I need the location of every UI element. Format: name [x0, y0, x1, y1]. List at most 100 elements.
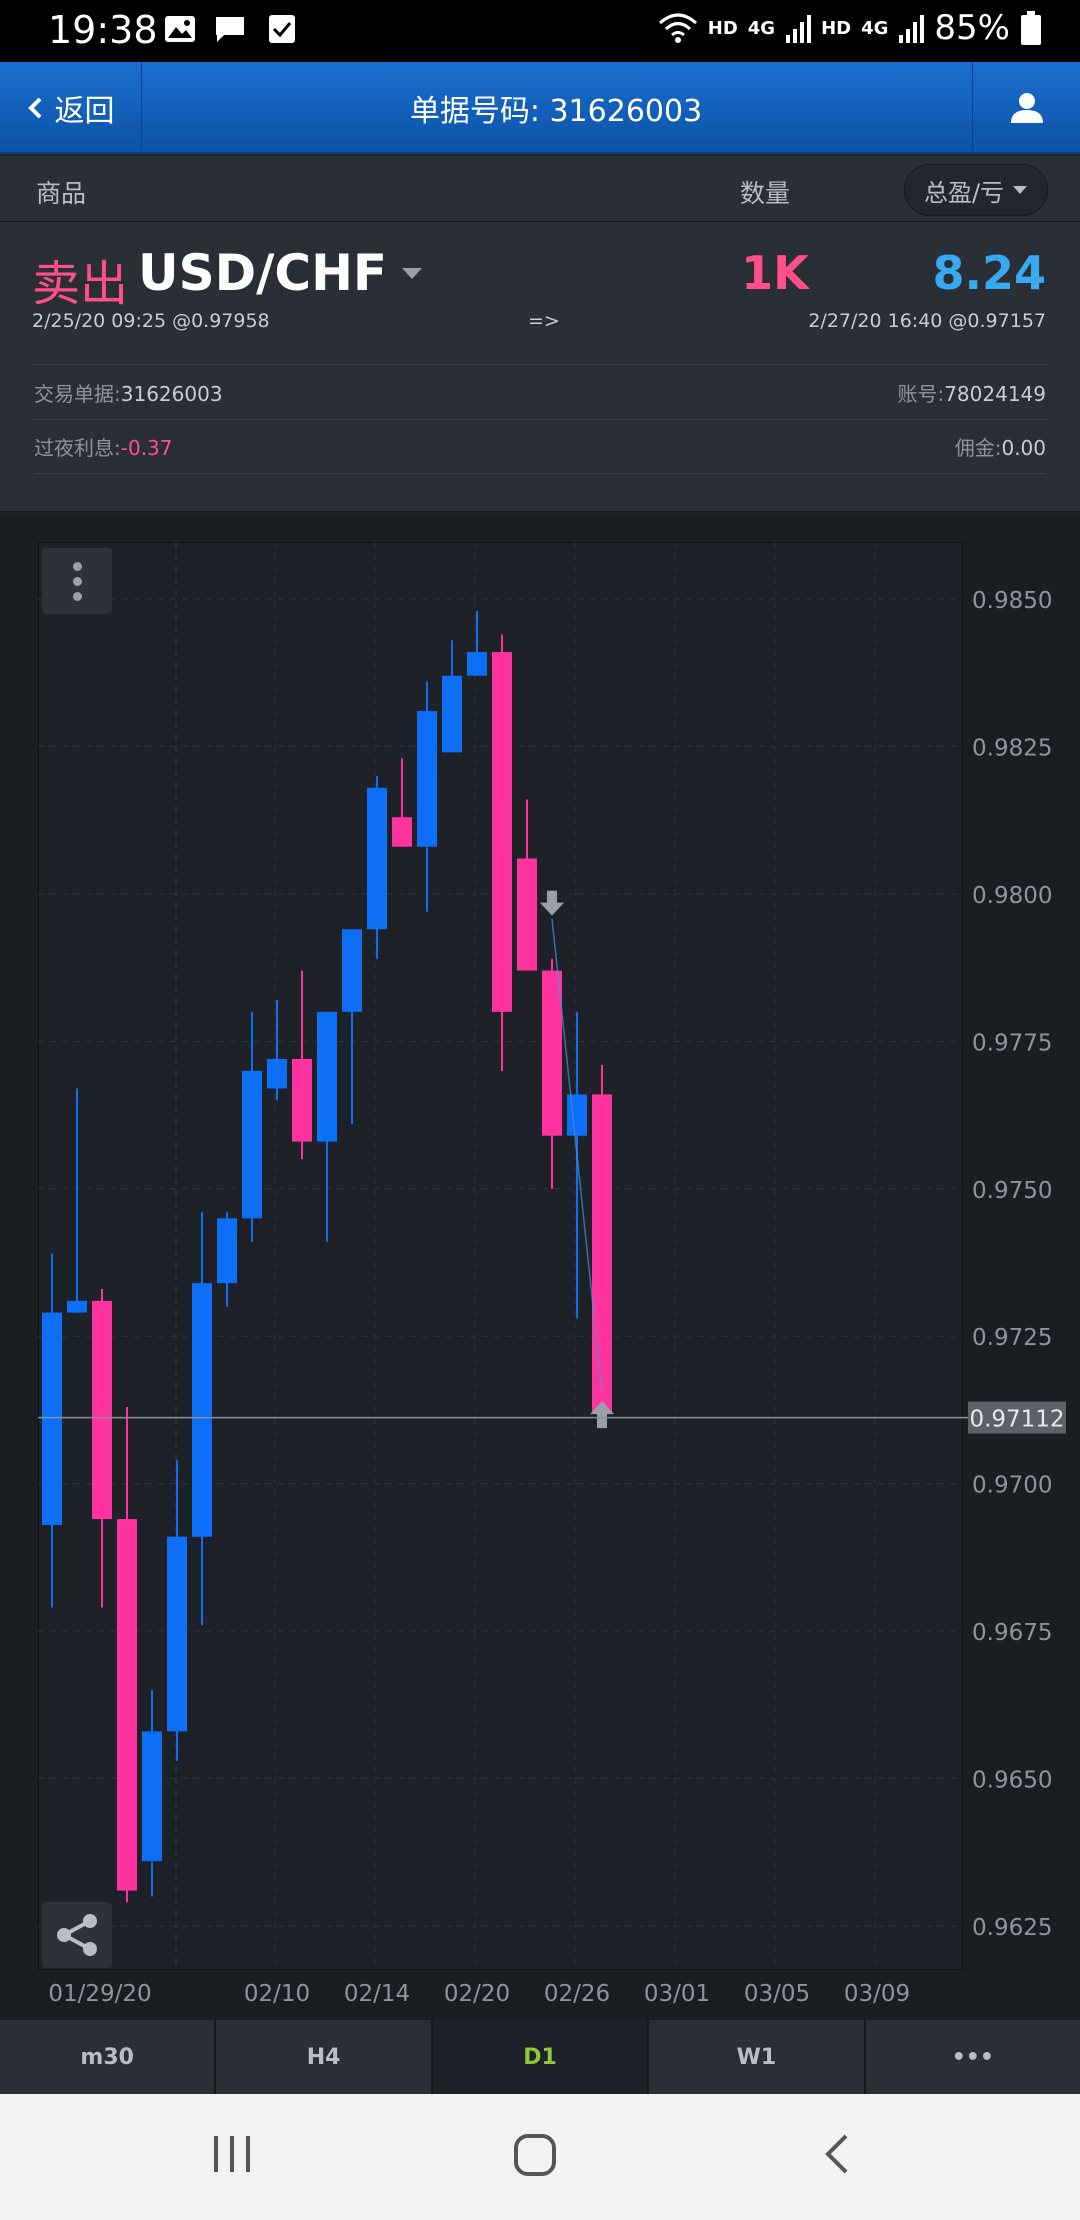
back-icon[interactable] — [822, 2132, 852, 2176]
candle-body — [242, 1070, 262, 1219]
swap-value: -0.37 — [120, 436, 173, 460]
trade-summary: 卖出 USD/CHF 1K 8.24 2/25/20 09:25 @0.9795… — [0, 222, 1080, 512]
candle-body — [167, 1536, 187, 1732]
network-hd-2: HD — [821, 17, 852, 39]
price-tick-label: 0.9650 — [972, 1768, 1052, 1794]
candle-body — [417, 711, 437, 847]
candle-body — [192, 1283, 212, 1537]
timeframe-tabs: m30 H4 D1 W1 ••• — [0, 2020, 1080, 2094]
caret-down-icon — [1013, 186, 1028, 194]
battery-percent: 85% — [934, 8, 1010, 48]
tab-w1[interactable]: W1 — [649, 2020, 866, 2094]
current-price-badge — [968, 1401, 1066, 1434]
candle-body — [392, 817, 412, 847]
commission-value: 0.00 — [1001, 436, 1046, 460]
candlestick-chart[interactable]: 0.9850 0.9825 0.9800 0.9775 0.9750 0.9725 0.97… — [0, 514, 1080, 2020]
app-header: 返回 单据号码: 31626003 — [0, 62, 1080, 154]
tab-d1[interactable]: D1 — [432, 2020, 650, 2094]
pnl-dropdown-label: 总盈/亏 — [923, 178, 1005, 207]
candle-body — [292, 1059, 312, 1142]
trade-quantity: 1K — [741, 246, 809, 300]
price-tick-label: 0.9725 — [972, 1325, 1052, 1351]
date-tick-label: 02/14 — [344, 1981, 410, 2007]
close-info: 2/27/20 16:40 @0.97157 — [808, 310, 1046, 332]
system-nav-bar — [0, 2094, 1080, 2220]
date-tick-label: 01/29/20 — [48, 1981, 151, 2007]
swap: 过夜利息:-0.37 — [34, 432, 173, 461]
chart-menu-button[interactable] — [42, 548, 112, 614]
price-tick-label: 0.9675 — [972, 1620, 1052, 1646]
home-icon[interactable] — [512, 2132, 558, 2178]
user-button[interactable] — [972, 62, 1080, 154]
battery-icon — [1021, 11, 1041, 45]
candle-body — [517, 858, 537, 971]
price-tick-label: 0.9750 — [972, 1178, 1052, 1204]
dot — [72, 591, 82, 601]
date-tick-label: 03/05 — [744, 1981, 810, 2007]
pnl-dropdown[interactable]: 总盈/亏 — [904, 164, 1048, 216]
trade-line — [551, 918, 603, 1392]
symbol-label: USD/CHF — [138, 244, 388, 302]
product-column-label: 商品 — [36, 179, 87, 208]
network-hd-1: HD — [707, 17, 738, 39]
date-tick-label: 03/09 — [844, 1981, 910, 2007]
price-tick-label: 0.9700 — [972, 1473, 1052, 1499]
recent-apps-icon[interactable] — [210, 2132, 254, 2176]
candle-body — [317, 1011, 337, 1142]
open-close-arrow: => — [528, 310, 560, 332]
price-tick-label: 0.9625 — [972, 1915, 1052, 1941]
order-label: 交易单据: — [34, 381, 121, 406]
open-info: 2/25/20 09:25 @0.97958 — [32, 310, 270, 332]
order-number: 交易单据:31626003 — [34, 378, 223, 407]
chart-area[interactable]: 0.9850 0.9825 0.9800 0.9775 0.9750 0.9725 0.97… — [0, 514, 1080, 2020]
price-tick-label: 0.9800 — [972, 883, 1052, 909]
chevron-left-icon — [27, 97, 41, 119]
page-title: 单据号码: 31626003 — [409, 94, 703, 129]
status-bar: 19:38 HD 4G HD 4G — [0, 0, 1080, 62]
wifi-icon — [658, 13, 697, 43]
candle-body — [267, 1059, 287, 1089]
trade-profit: 8.24 — [932, 246, 1047, 300]
price-tick-label: 0.9850 — [972, 588, 1052, 614]
back-label: 返回 — [54, 94, 115, 129]
message-icon — [216, 17, 244, 42]
commission-label: 佣金: — [954, 436, 1002, 460]
user-icon — [1010, 93, 1043, 123]
tab-h4[interactable]: H4 — [216, 2020, 433, 2094]
back-button[interactable]: 返回 — [0, 62, 142, 154]
exit-arrow-icon — [590, 1401, 614, 1429]
task-check-icon — [269, 15, 295, 43]
tab-more[interactable]: ••• — [951, 2044, 994, 2070]
candle-body — [67, 1300, 87, 1313]
dot — [72, 576, 82, 586]
image-icon — [165, 16, 195, 42]
signal-icon — [786, 15, 812, 43]
candle-body — [217, 1218, 237, 1284]
price-tick-label: 0.9825 — [972, 735, 1052, 761]
candle-body — [442, 675, 462, 753]
candle-body — [342, 929, 362, 1012]
network-4g-2: 4G — [861, 17, 889, 39]
column-header: 商品 数量 总盈/亏 — [0, 156, 1080, 222]
account-value: 78024149 — [944, 381, 1046, 406]
share-button[interactable] — [42, 1902, 112, 1968]
tab-m30[interactable]: m30 — [0, 2020, 217, 2094]
candle-body — [567, 1094, 587, 1136]
swap-commission-row: 过夜利息:-0.37 佣金:0.00 — [34, 419, 1046, 474]
account-number: 账号:78024149 — [897, 378, 1046, 407]
quantity-column-label: 数量 — [740, 179, 791, 208]
candle-body — [467, 652, 487, 676]
trade-side: 卖出 — [32, 256, 129, 312]
network-4g-1: 4G — [747, 17, 776, 39]
order-value: 31626003 — [120, 381, 223, 406]
swap-label: 过夜利息: — [34, 436, 121, 460]
price-tick-label: 0.9775 — [972, 1030, 1052, 1056]
candle-body — [92, 1300, 112, 1520]
caret-down-icon — [402, 267, 423, 279]
symbol-selector[interactable]: USD/CHF — [138, 244, 423, 302]
signal-icon-2 — [899, 15, 925, 43]
account-label: 账号: — [897, 381, 945, 406]
candle-body — [142, 1731, 162, 1862]
date-tick-label: 02/26 — [544, 1981, 610, 2007]
current-price-label: 0.97112 — [969, 1407, 1064, 1433]
